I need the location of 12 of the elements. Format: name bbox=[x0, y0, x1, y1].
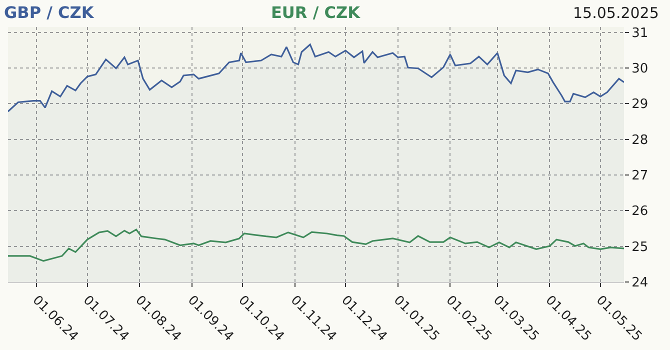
y-tick-label: 29 bbox=[632, 97, 648, 112]
y-tick-label: 25 bbox=[632, 240, 648, 255]
y-tick-label: 27 bbox=[632, 168, 648, 184]
y-tick-label: 26 bbox=[632, 204, 648, 220]
y-tick-label: 28 bbox=[632, 132, 648, 148]
text: EUR / CZK bbox=[271, 3, 361, 22]
text: 15.05.2025 bbox=[573, 4, 659, 22]
line-series bbox=[8, 228, 624, 262]
text: GBP / CZK bbox=[4, 3, 94, 22]
y-tick-label: 24 bbox=[632, 276, 648, 291]
y-tick-label: 30 bbox=[632, 62, 648, 77]
y-tick-label: 31 bbox=[632, 26, 648, 41]
